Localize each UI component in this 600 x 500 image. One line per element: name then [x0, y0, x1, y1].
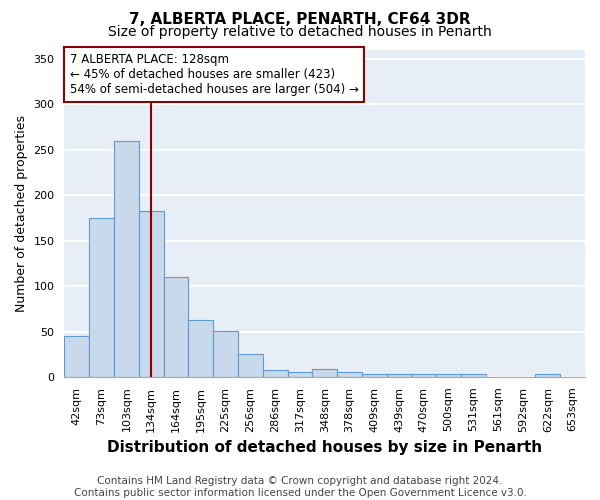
Bar: [461, 374, 486, 377]
Bar: [337, 372, 362, 377]
Text: 7, ALBERTA PLACE, PENARTH, CF64 3DR: 7, ALBERTA PLACE, PENARTH, CF64 3DR: [129, 12, 471, 28]
Bar: [213, 330, 238, 377]
Y-axis label: Number of detached properties: Number of detached properties: [15, 115, 28, 312]
Bar: [263, 370, 287, 377]
Bar: [287, 372, 313, 377]
Bar: [535, 374, 560, 377]
Bar: [164, 277, 188, 377]
Bar: [386, 374, 412, 377]
Bar: [313, 369, 337, 377]
Bar: [64, 336, 89, 377]
Bar: [362, 374, 386, 377]
Bar: [436, 374, 461, 377]
Bar: [188, 320, 213, 377]
Bar: [89, 218, 114, 377]
Text: Size of property relative to detached houses in Penarth: Size of property relative to detached ho…: [108, 25, 492, 39]
Bar: [412, 374, 436, 377]
Bar: [238, 354, 263, 377]
X-axis label: Distribution of detached houses by size in Penarth: Distribution of detached houses by size …: [107, 440, 542, 455]
Bar: [114, 141, 139, 377]
Text: Contains HM Land Registry data © Crown copyright and database right 2024.
Contai: Contains HM Land Registry data © Crown c…: [74, 476, 526, 498]
Text: 7 ALBERTA PLACE: 128sqm
← 45% of detached houses are smaller (423)
54% of semi-d: 7 ALBERTA PLACE: 128sqm ← 45% of detache…: [70, 54, 358, 96]
Bar: [139, 210, 164, 377]
